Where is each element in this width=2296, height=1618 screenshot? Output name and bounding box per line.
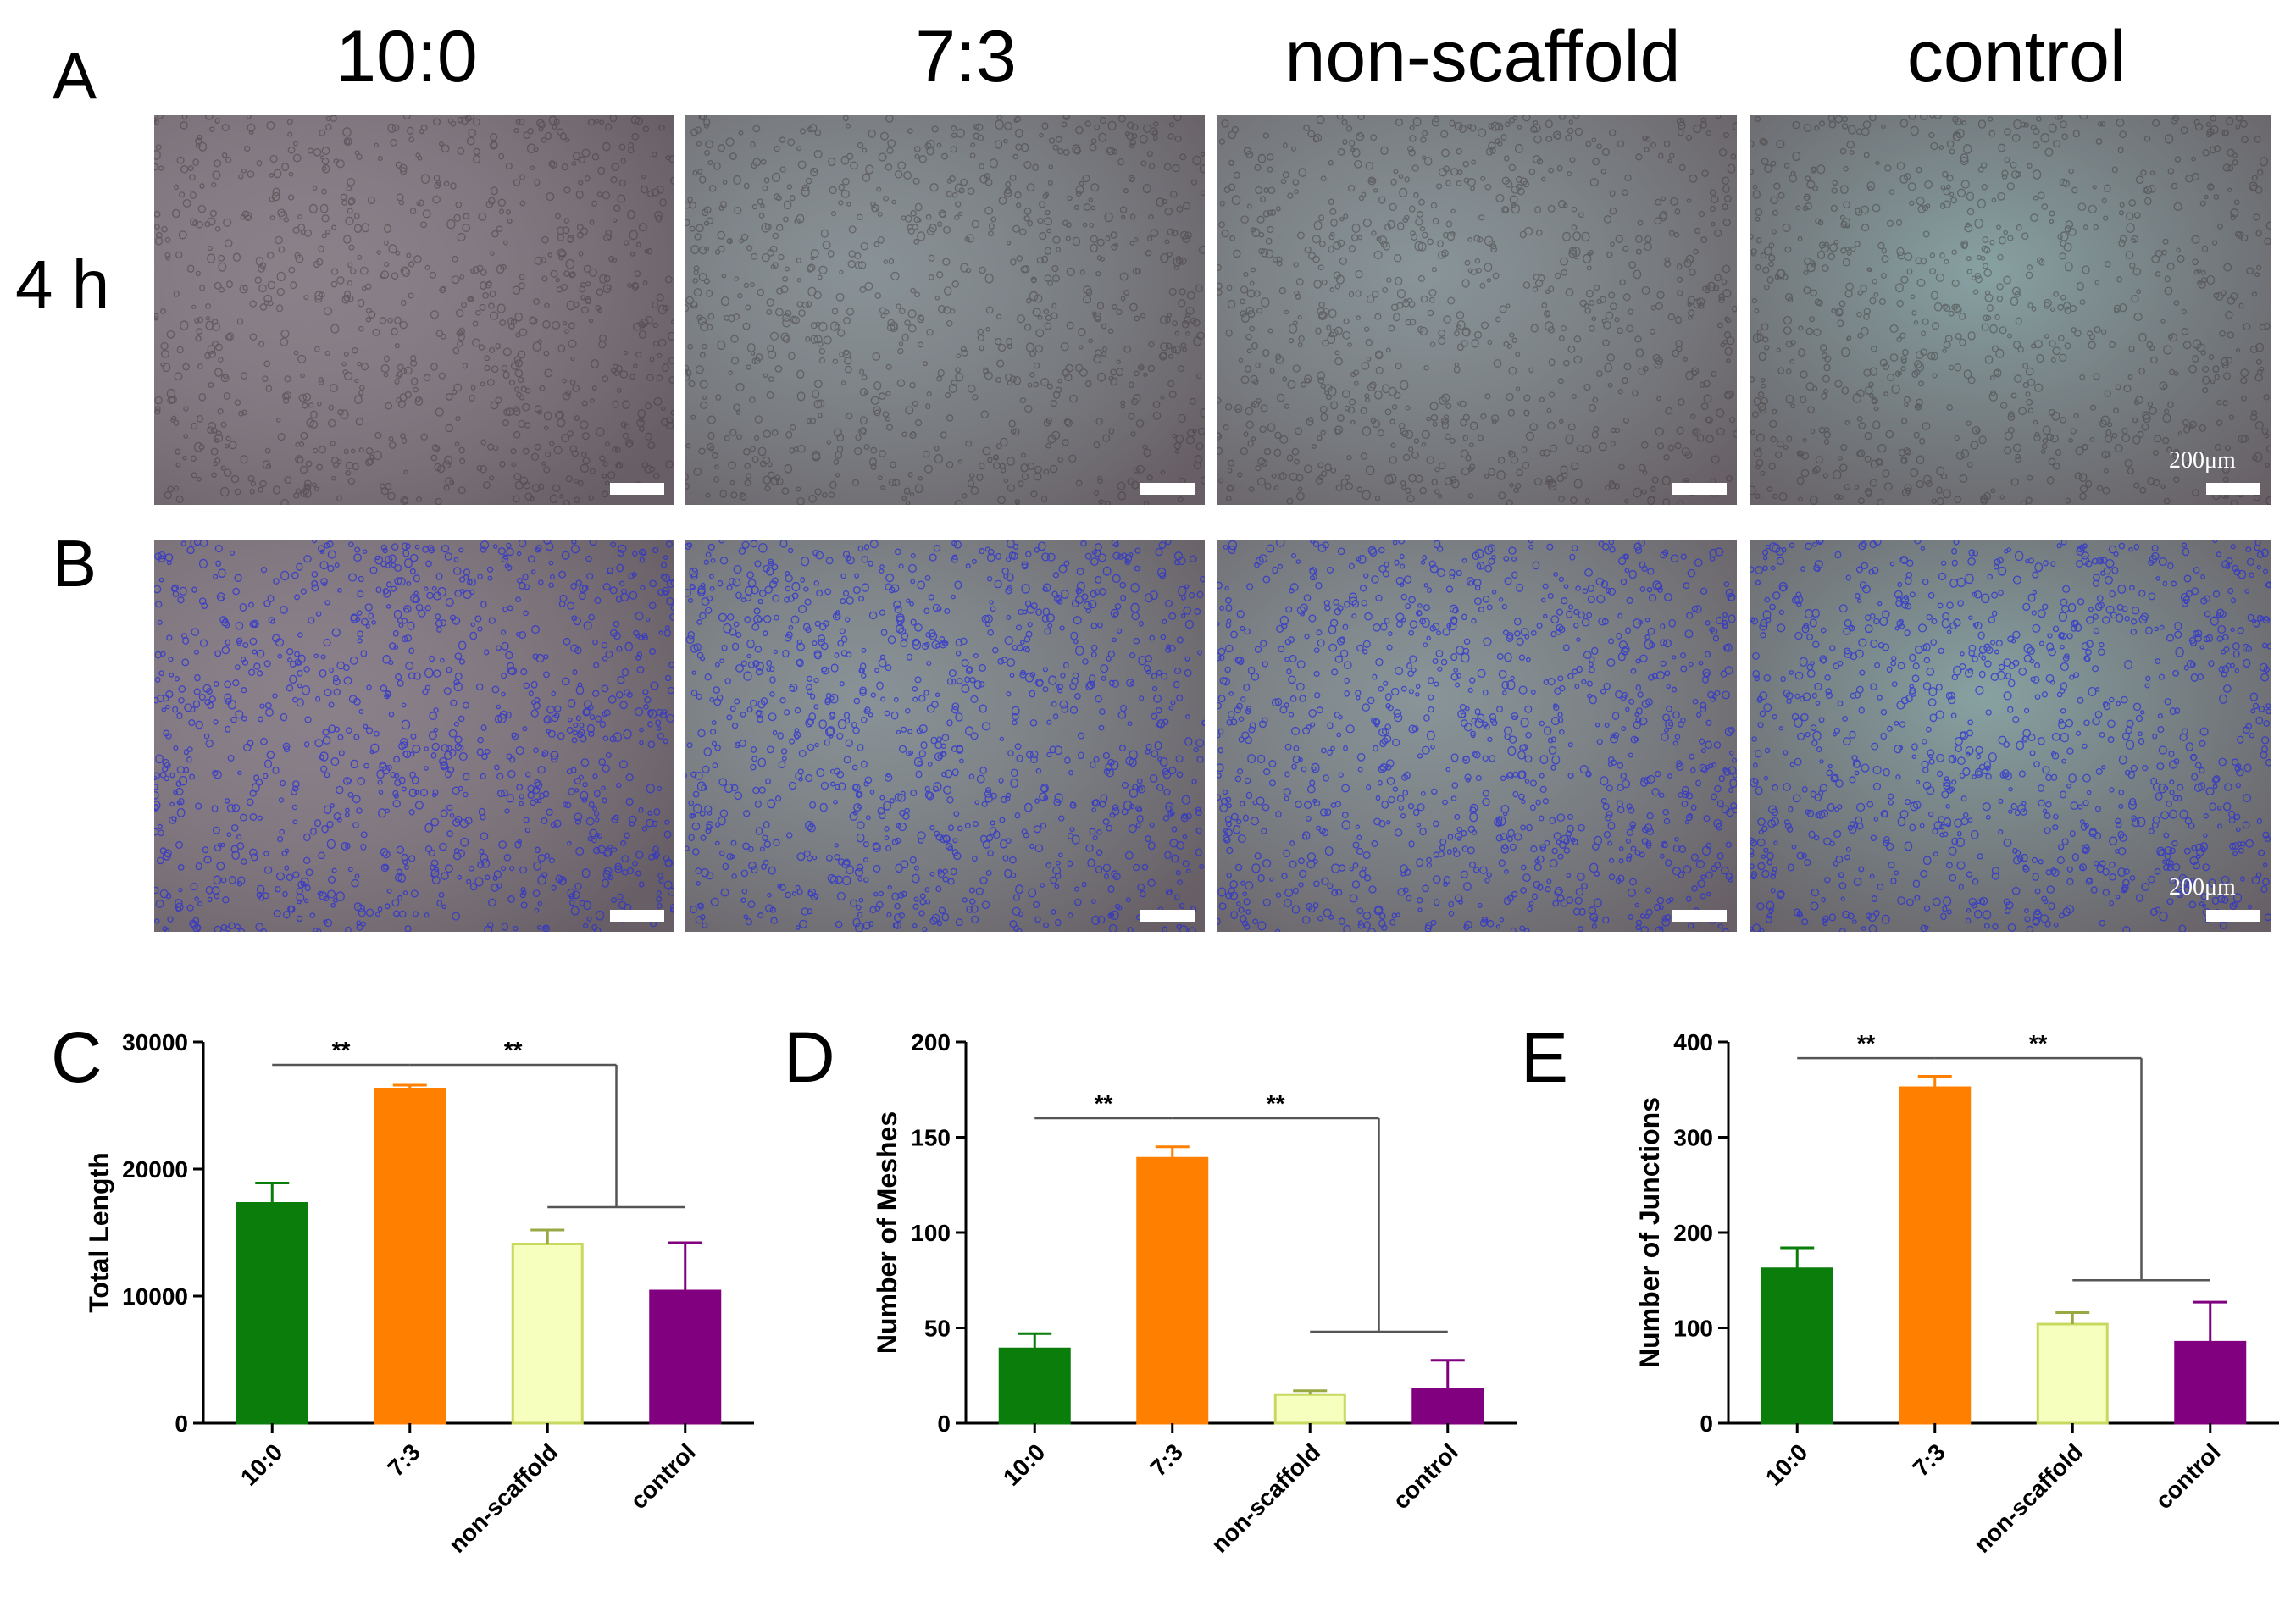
x-tick-label: non-scaffold: [444, 1438, 563, 1558]
y-axis-label: Number of Meshes: [872, 1111, 902, 1354]
chart-number-of-junctions: 0 100 200 300 400 Number of Junctions 10:0 7:3 n…: [1634, 1029, 2279, 1558]
scale-bar: [610, 910, 664, 922]
significance-label: **: [1095, 1090, 1113, 1117]
x-tick-label: control: [625, 1438, 701, 1514]
bar-non-scaffold: [1273, 1393, 1346, 1425]
significance-label: **: [2029, 1030, 2048, 1056]
y-tick-label: 0: [937, 1410, 951, 1437]
micrograph-b-7-3: [685, 540, 1205, 932]
y-tick-label: 150: [911, 1125, 951, 1151]
y-tick-label: 200: [911, 1029, 951, 1056]
x-tick-label: non-scaffold: [1969, 1438, 2088, 1558]
bar-10:0: [1761, 1267, 1833, 1425]
x-tick-label: 7:3: [382, 1438, 425, 1482]
column-header-non-scaffold: non-scaffold: [1284, 16, 1681, 97]
y-tick-label: 300: [1673, 1125, 1713, 1151]
micrograph-a-control: [1750, 115, 2271, 505]
row-label-4h: 4 h: [15, 247, 110, 322]
x-tick-label: 10:0: [998, 1438, 1051, 1491]
y-axis-label: Number of Junctions: [1634, 1097, 1665, 1368]
scale-bar: [1140, 483, 1195, 495]
scale-bar: [1672, 483, 1727, 495]
x-tick-label: control: [1388, 1438, 1463, 1514]
x-tick-label: 7:3: [1145, 1438, 1188, 1482]
significance-label: **: [1267, 1090, 1285, 1117]
significance-label: **: [504, 1037, 523, 1063]
micrograph-a-non-scaffold: [1217, 115, 1737, 505]
column-header-10-0: 10:0: [336, 16, 478, 97]
significance-label: **: [332, 1037, 351, 1063]
scale-bar-label: 200μm: [2169, 874, 2236, 900]
bar-7:3: [1136, 1156, 1209, 1425]
micrograph-b-control: [1750, 540, 2271, 932]
y-tick-label: 30000: [122, 1029, 188, 1056]
y-tick-label: 100: [911, 1220, 951, 1246]
x-tick-label: 10:0: [236, 1438, 288, 1491]
bar-10:0: [998, 1347, 1071, 1425]
x-tick-label: control: [2150, 1438, 2226, 1514]
scale-bar: [2206, 910, 2260, 922]
column-header-7-3: 7:3: [915, 16, 1017, 97]
bar-control: [1411, 1388, 1484, 1425]
bar-non-scaffold: [511, 1243, 584, 1425]
x-tick-label: non-scaffold: [1206, 1438, 1326, 1558]
chart-number-of-meshes: 0 50 100 150 200 Number of Meshes 10:0 7:3 non-s…: [872, 1029, 1517, 1558]
bar-7:3: [374, 1088, 446, 1425]
y-tick-label: 0: [1700, 1410, 1713, 1437]
y-tick-label: 200: [1673, 1220, 1713, 1246]
bar-control: [649, 1289, 722, 1425]
y-tick-label: 400: [1673, 1029, 1713, 1056]
column-header-control: control: [1906, 16, 2127, 97]
panel-letter-b: B: [53, 526, 97, 601]
chart-total-length: 0 10000 20000 30000 Total Length 10:0 7:3 non-s…: [84, 1029, 754, 1558]
bar-10:0: [236, 1202, 308, 1425]
bar-7:3: [1899, 1086, 1972, 1425]
micrograph-a-7-3: [685, 115, 1205, 505]
bar-non-scaffold: [2036, 1322, 2109, 1425]
y-axis-label: Total Length: [84, 1152, 114, 1313]
x-tick-label: 7:3: [1907, 1438, 1950, 1482]
micrograph-b-non-scaffold: [1217, 540, 1737, 932]
panel-letter-c: C: [51, 1017, 103, 1097]
scale-bar-label: 200μm: [2169, 447, 2236, 474]
x-tick-label: 10:0: [1761, 1438, 1813, 1491]
scale-bar: [2206, 483, 2260, 495]
panel-letter-a: A: [53, 38, 97, 113]
y-tick-label: 10000: [122, 1283, 188, 1310]
bar-control: [2174, 1340, 2247, 1425]
panel-letter-e: E: [1521, 1017, 1569, 1097]
scale-bar: [610, 483, 664, 495]
y-tick-label: 100: [1673, 1316, 1713, 1342]
micrograph-a-10-0: [154, 115, 674, 505]
scale-bar: [1672, 910, 1727, 922]
y-tick-label: 50: [924, 1316, 951, 1342]
y-tick-label: 0: [175, 1410, 188, 1437]
panel-letter-d: D: [784, 1017, 835, 1097]
micrograph-b-10-0: [154, 540, 674, 932]
scale-bar: [1140, 910, 1195, 922]
y-tick-label: 20000: [122, 1156, 188, 1183]
significance-label: **: [1857, 1030, 1876, 1056]
